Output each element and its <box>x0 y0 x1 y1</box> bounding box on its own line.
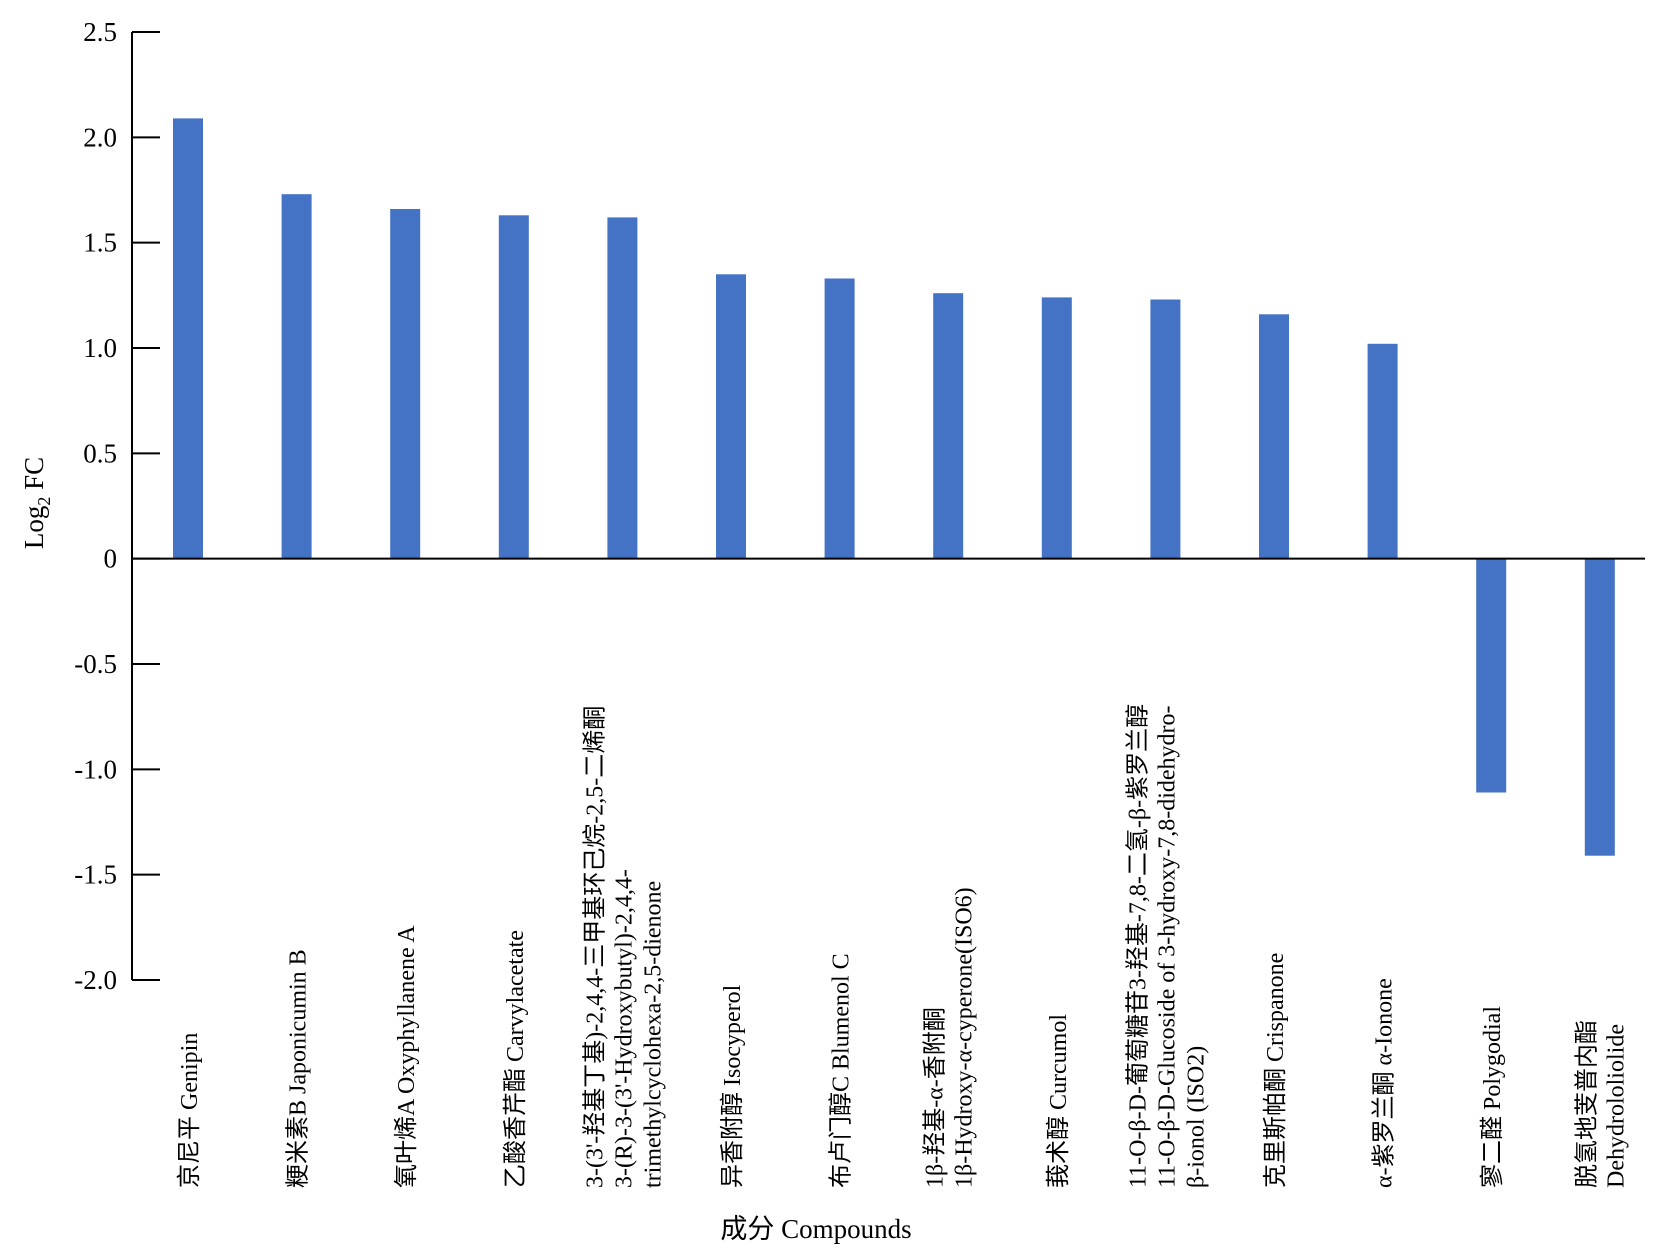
category-label: 11-O-β-D-Glucoside of 3-hydroxy-7,8-dide… <box>1154 705 1180 1188</box>
y-tick-label: 2.5 <box>83 17 117 47</box>
bar <box>390 209 421 559</box>
y-tick-label: 0.5 <box>83 438 117 468</box>
category-label: α-紫罗兰酮 α-Ionone <box>1371 978 1398 1188</box>
bar <box>281 194 312 559</box>
category-label: 粳米素B Japonicumin B <box>285 949 312 1188</box>
bar <box>824 278 855 559</box>
y-tick-label: -2.0 <box>74 965 117 995</box>
y-axis-title: Log2 FC <box>19 457 54 549</box>
y-tick-label: -0.5 <box>74 649 117 679</box>
bars-group <box>173 118 1615 856</box>
y-axis: 2.5 2.0 1.5 1.0 0.5 0 -0.5 -1.0 -1.5 -2.0 <box>74 17 160 995</box>
y-tick-label: 1.0 <box>83 333 117 363</box>
category-label: 莪术醇 Curcumol <box>1045 1014 1072 1188</box>
category-label: 1β-Hydroxy-α-cyperone(ISO6) <box>952 887 978 1188</box>
y-tick-label: 1.5 <box>83 228 117 258</box>
bar <box>498 215 529 559</box>
bar <box>716 274 746 559</box>
category-label: 异香附醇 Isocyperol <box>719 984 746 1188</box>
category-label: 脱氢地芰普内酯 <box>1573 1020 1600 1188</box>
category-label: β-ionol (ISO2) <box>1183 1046 1209 1188</box>
y-tick-label: -1.5 <box>74 860 117 890</box>
category-label: 1β-羟基-α-香附酮 <box>922 1007 949 1188</box>
x-axis-title: 成分 Compounds <box>720 1214 911 1244</box>
bar <box>1367 343 1398 559</box>
y-tick-label: 2.0 <box>83 122 117 152</box>
bar <box>607 217 638 559</box>
category-label: 克里斯帕酮 Crispanone <box>1262 953 1289 1188</box>
category-labels: 京尼平 Genipin 粳米素B Japonicumin B 氧叶烯A Oxyphy… <box>176 704 1629 1188</box>
category-label: 京尼平 Genipin <box>176 1033 203 1188</box>
bar <box>173 118 203 559</box>
bar <box>1150 299 1181 559</box>
category-label: 寥二醛 Polygodial <box>1479 1006 1506 1188</box>
bar <box>1476 558 1507 793</box>
category-label: 3-(R)-3-(3'-Hydroxybutyl)-2,4,4- <box>611 869 637 1188</box>
bar <box>1584 558 1615 856</box>
category-label: 布卢门醇C Blumenol C <box>828 953 855 1188</box>
category-label: 氧叶烯A Oxyphyllanene A <box>393 925 420 1188</box>
category-label: Dehydrololiolide <box>1603 1024 1629 1188</box>
y-axis-title-suffix: FC <box>19 457 49 497</box>
bar <box>933 293 964 559</box>
category-label: trimethylcyclohexa-2,5-dienone <box>640 881 666 1188</box>
y-tick-label: -1.0 <box>74 754 117 784</box>
y-axis-title-subscript: 2 <box>34 497 54 506</box>
bar <box>1259 314 1289 559</box>
category-label: 乙酸香芹酯 Carvylacetate <box>502 930 529 1188</box>
category-label: 3-(3'-羟基丁基)-2,4,4-三甲基环己烷-2,5-二烯酮 <box>581 706 608 1188</box>
bar <box>1041 297 1072 559</box>
y-axis-title-main: Log <box>19 506 49 550</box>
category-label: 11-O-β-D-葡萄糖苷3-羟基-7,8-二氢-β-紫罗兰醇 <box>1124 704 1151 1188</box>
y-tick-label: 0 <box>104 544 118 574</box>
